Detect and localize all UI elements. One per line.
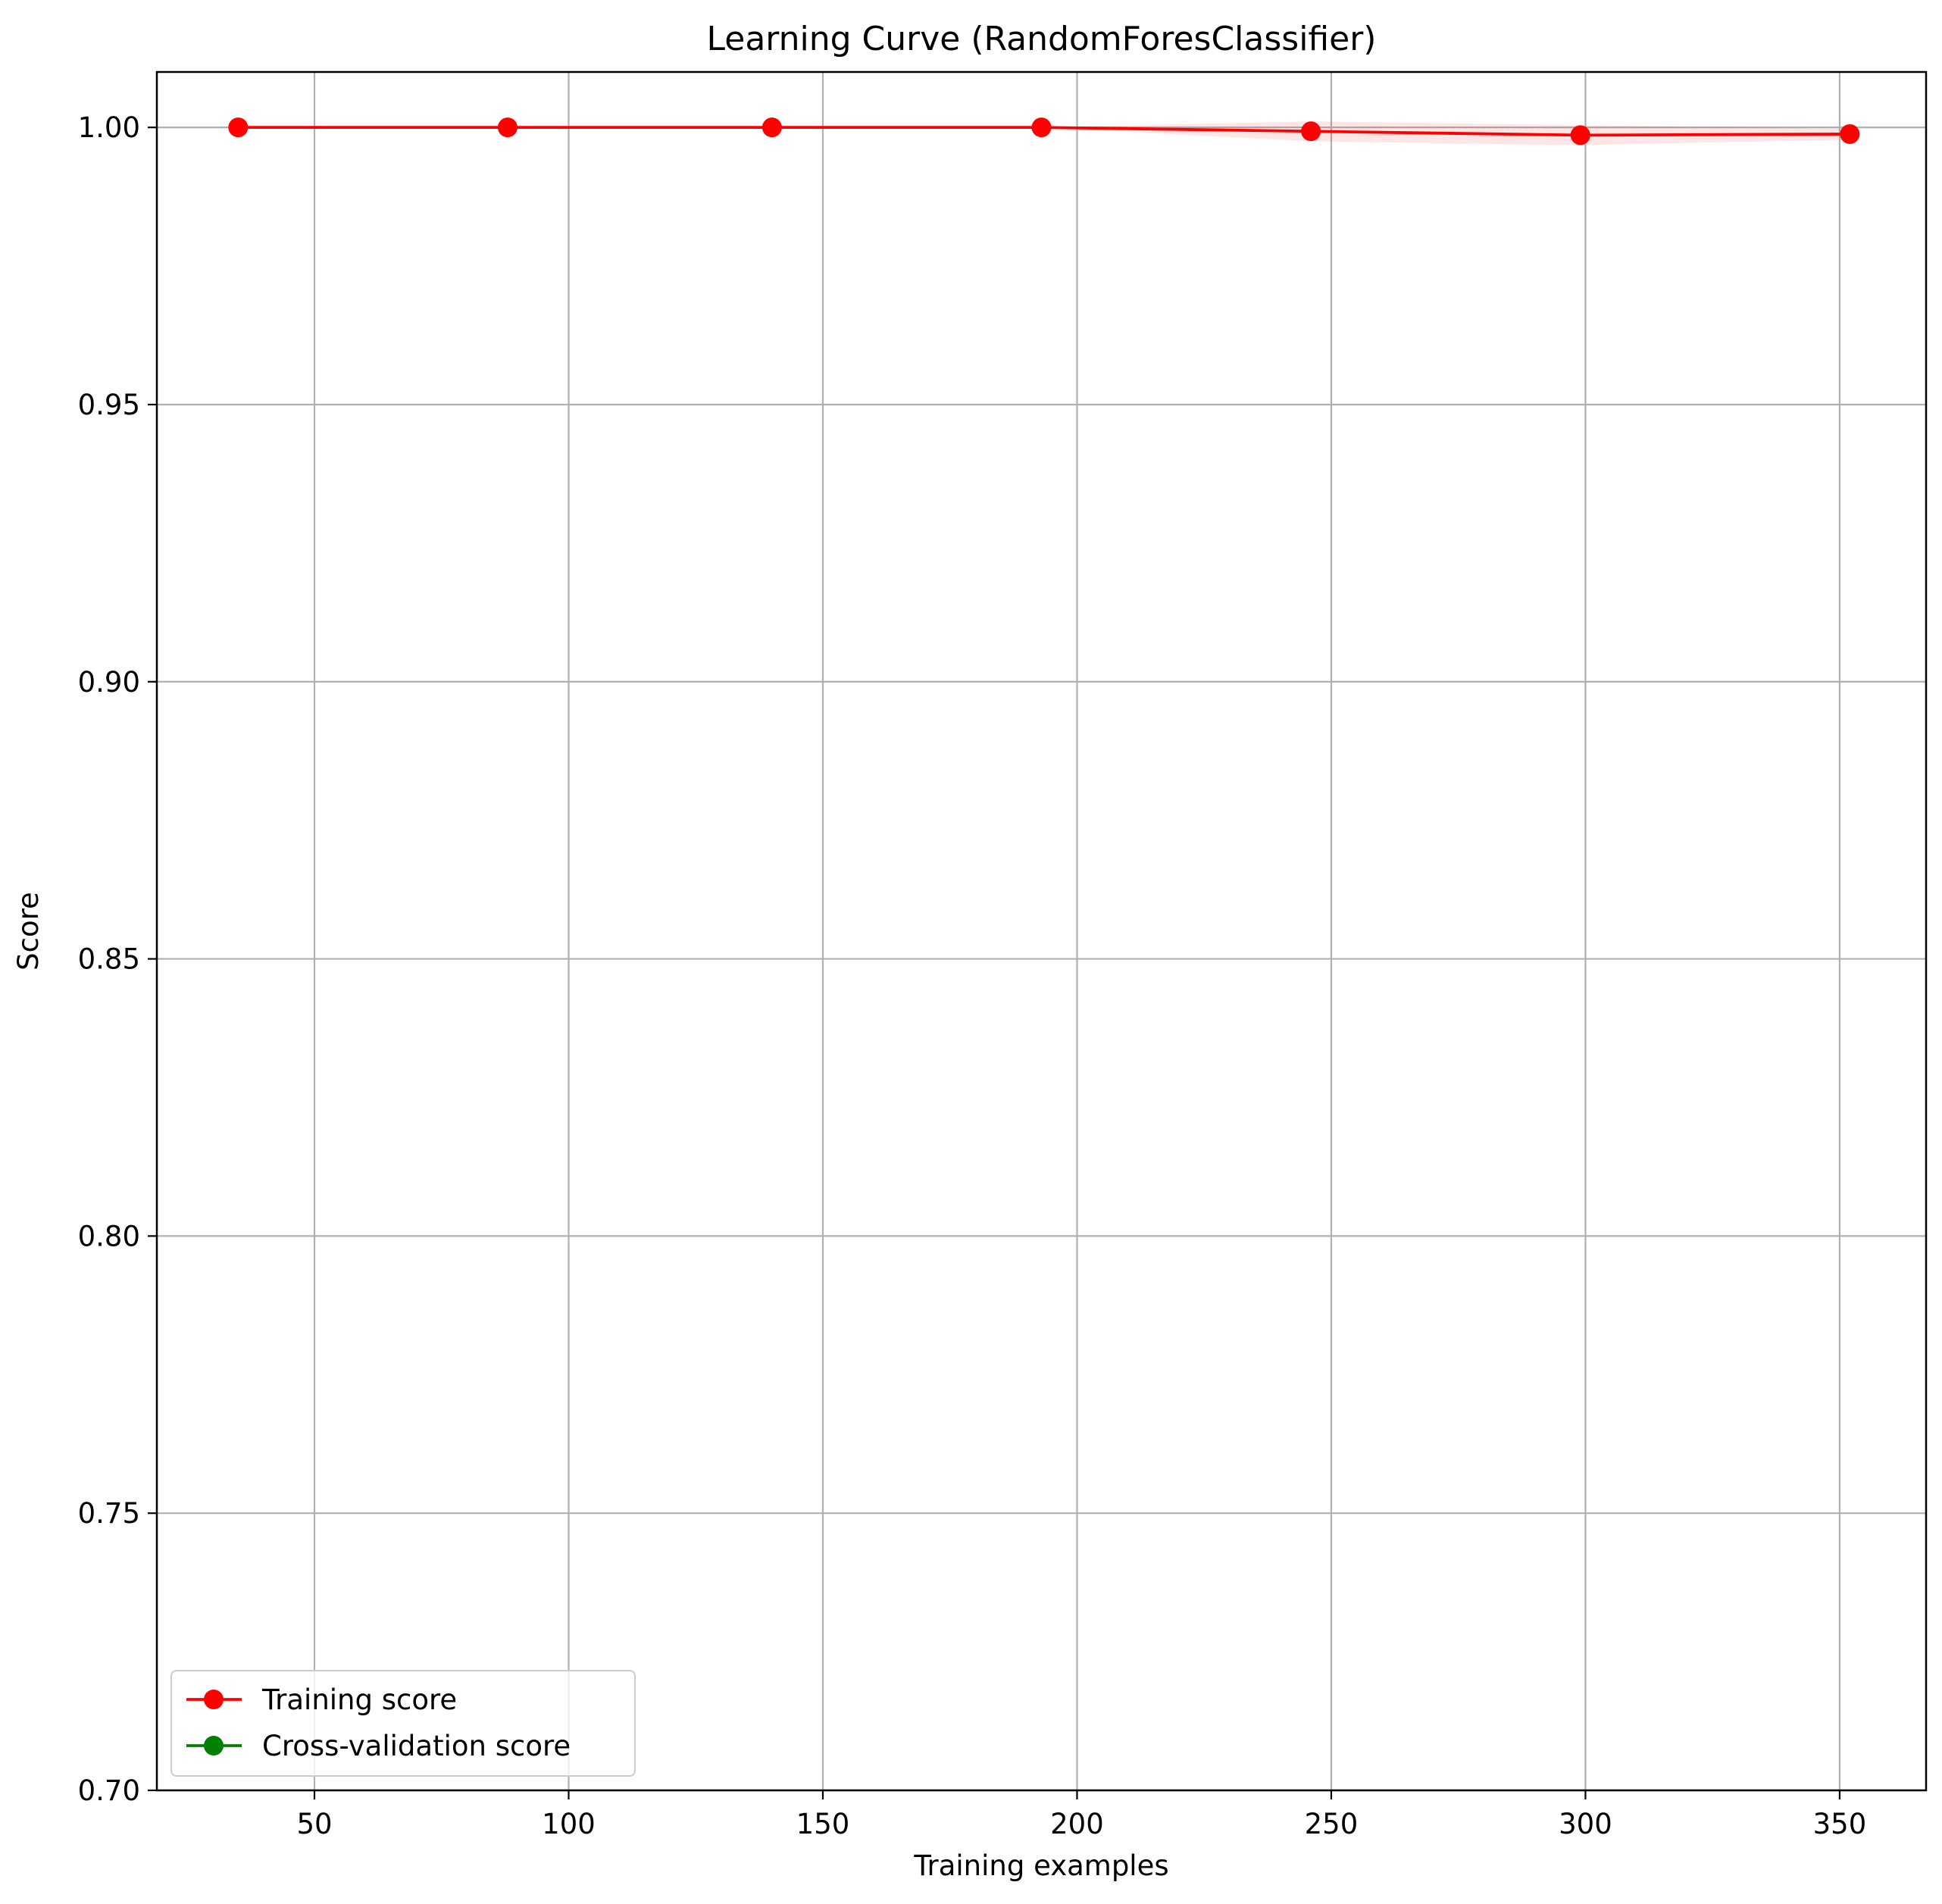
- legend-marker: [204, 1690, 224, 1709]
- y-tick-label: 0.90: [78, 666, 140, 699]
- data-point: [228, 117, 249, 138]
- y-axis-label: Score: [12, 892, 45, 971]
- x-tick-label: 250: [1305, 1808, 1359, 1840]
- y-tick-label: 1.00: [78, 111, 140, 144]
- y-axis-ticks: 0.70 0.75 0.80 0.85 0.90 0.95 1.00: [78, 111, 157, 1807]
- x-axis-label: Training examples: [913, 1849, 1168, 1882]
- legend-entry-label: Training score: [261, 1684, 457, 1716]
- legend-box: [170, 1670, 636, 1777]
- x-tick-label: 350: [1813, 1808, 1867, 1840]
- data-point: [1570, 125, 1590, 145]
- y-tick-label: 0.85: [78, 943, 140, 976]
- data-point: [1031, 117, 1052, 138]
- y-tick-label: 0.80: [78, 1220, 140, 1252]
- legend-entry-label: Cross-validation score: [262, 1730, 571, 1762]
- x-tick-label: 100: [542, 1808, 596, 1840]
- x-tick-label: 300: [1559, 1808, 1612, 1840]
- y-tick-label: 0.70: [78, 1774, 140, 1807]
- series-lines: [228, 117, 1860, 145]
- legend: Training score Cross-validation score: [170, 1670, 636, 1777]
- data-point: [497, 117, 518, 138]
- data-point: [1840, 123, 1860, 144]
- data-point: [1301, 121, 1321, 142]
- confidence-band: [238, 121, 1850, 145]
- x-tick-label: 200: [1050, 1808, 1104, 1840]
- y-tick-label: 0.95: [78, 389, 140, 421]
- plot-frame: [155, 70, 1928, 1792]
- y-tick-label: 0.75: [78, 1497, 140, 1530]
- data-point: [761, 117, 782, 138]
- confidence-bands: [238, 121, 1850, 145]
- x-axis-ticks: 50 100 150 200 250 300 350: [296, 1790, 1866, 1840]
- chart-title: Learning Curve (RandomForesClassifier): [707, 20, 1377, 58]
- x-tick-label: 150: [796, 1808, 850, 1840]
- x-tick-label: 50: [296, 1808, 332, 1840]
- legend-marker: [204, 1736, 224, 1755]
